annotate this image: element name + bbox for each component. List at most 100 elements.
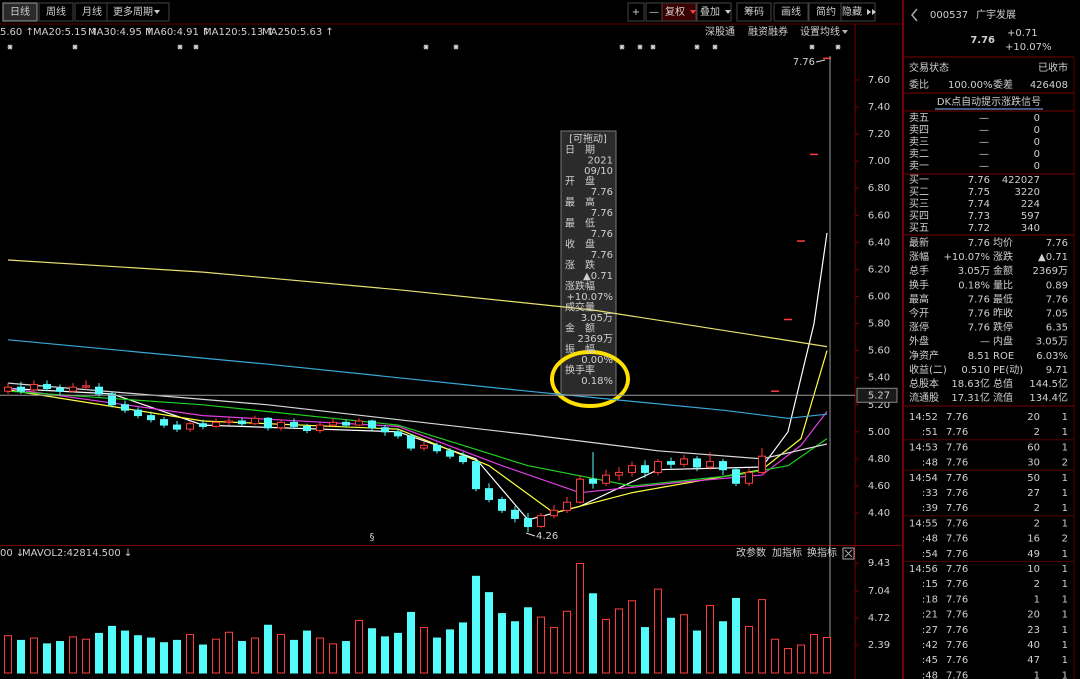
candle-body [355, 420, 363, 426]
volume-bar [368, 628, 376, 674]
period-label[interactable]: 周线 [46, 5, 66, 18]
tool-button[interactable] [661, 2, 697, 22]
status-value: 已收市 [1038, 61, 1068, 74]
trade-count: 1 [1062, 488, 1068, 499]
crosshair-box [856, 387, 898, 403]
tool-button[interactable] [773, 2, 809, 22]
stat-label: 量比 [993, 279, 1013, 291]
tool-label[interactable]: 叠加 [700, 6, 720, 18]
trade-volume: 49 [1027, 549, 1040, 560]
tool-label[interactable]: 隐藏 [842, 6, 862, 18]
period-button[interactable] [2, 2, 38, 22]
stat-label: 昨收 [993, 307, 1013, 320]
tool-label[interactable]: 简约 [816, 5, 836, 18]
ask-volume: 0 [1034, 149, 1040, 160]
close-icon[interactable] [842, 547, 855, 560]
bid-volume: 224 [1021, 199, 1040, 210]
trade-volume: 50 [1027, 473, 1040, 484]
trade-price: 7.76 [946, 518, 968, 529]
period-label[interactable]: 日线 [10, 5, 30, 18]
tooltip-value: +10.07% [566, 292, 613, 303]
volume-bar [628, 600, 636, 674]
ask-volume: 0 [1034, 113, 1040, 124]
tool-button[interactable] [627, 2, 645, 22]
tool-label[interactable]: + [632, 7, 640, 18]
tool-label[interactable]: 复权 [665, 5, 685, 18]
trade-volume: 16 [1027, 534, 1040, 545]
tool-label[interactable]: 画线 [781, 5, 801, 18]
stat-value: 7.76 [968, 323, 990, 334]
stat-value: 7.76 [1046, 294, 1068, 305]
candle-body [732, 469, 740, 484]
candle-body [290, 421, 298, 427]
trade-time: :48 [922, 458, 938, 469]
hide-icon [867, 9, 876, 15]
volume-bar [485, 592, 493, 674]
tooltip-label: 成交量 [565, 301, 595, 314]
period-button[interactable] [106, 2, 170, 22]
candle-body [589, 478, 597, 484]
tooltip-value: 7.76 [591, 208, 613, 219]
stat-value: 7.76 [968, 294, 990, 305]
trade-volume: 2 [1034, 518, 1040, 529]
stat-label: 今开 [909, 307, 929, 320]
period-button[interactable] [38, 2, 74, 22]
stat-value: 18.63亿 [951, 377, 990, 390]
bid-volume: 422027 [1002, 175, 1040, 186]
chart-link[interactable]: 融资融券 [748, 25, 788, 38]
trade-volume: 2 [1034, 579, 1040, 590]
stat-value: 7.76 [968, 238, 990, 249]
back-icon[interactable] [911, 8, 918, 22]
bid-price: 7.72 [968, 223, 990, 234]
volume-link[interactable]: 改参数 [736, 546, 766, 559]
volume-link[interactable]: 换指标 [807, 546, 837, 559]
candle-body [602, 474, 610, 484]
tooltip-label: 开盘 [565, 175, 605, 188]
volume-link[interactable]: 加指标 [772, 546, 802, 559]
bid-label: 买二 [909, 186, 929, 198]
tool-label[interactable]: — [649, 7, 659, 18]
tool-button[interactable] [696, 2, 732, 22]
volume-bar [30, 637, 38, 674]
volume-bar [82, 638, 90, 674]
dropdown-icon [725, 10, 731, 14]
chart-link[interactable]: 深股通 [705, 26, 735, 38]
trade-count: 1 [1062, 518, 1068, 529]
volume-bar [602, 618, 610, 674]
tooltip-title[interactable]: [可拖动] [569, 132, 607, 145]
volume-bar [537, 616, 545, 674]
chart-link[interactable]: 设置均线 [800, 25, 840, 38]
signal-link[interactable]: DK点自动提示涨跌信号 [937, 95, 1041, 108]
trade-volume: 1 [1034, 594, 1040, 605]
event-star [177, 44, 183, 50]
high-arrow [815, 59, 826, 63]
ma-line [7, 259, 828, 348]
volume-bar [459, 622, 467, 674]
volume-bar [407, 611, 415, 674]
volume-bar [563, 610, 571, 674]
tool-label[interactable]: 筹码 [744, 5, 764, 18]
y-tick-label: 5.00 [868, 427, 890, 438]
stat-label: ROE [993, 351, 1014, 362]
event-star [712, 44, 718, 50]
tooltip-label: 最高 [565, 196, 605, 209]
period-label[interactable]: 月线 [82, 5, 102, 18]
candle-body [498, 498, 506, 511]
candle-body [4, 386, 12, 392]
trade-count: 1 [1062, 640, 1068, 651]
bid-volume: 3220 [1015, 187, 1040, 198]
y-tick-label: 7.00 [868, 156, 890, 167]
tool-button[interactable] [736, 2, 772, 22]
tooltip-label: 涨跌 [565, 259, 605, 272]
volume-bar [667, 617, 675, 674]
period-label[interactable]: 更多周期 [113, 5, 153, 18]
ma-legend: MA30:4.95 ↑ [88, 27, 153, 38]
volume-bar [381, 636, 389, 674]
stat-value: 0.18% [958, 280, 990, 291]
candle-body [134, 409, 142, 417]
tooltip-value: 2369万 [578, 334, 613, 345]
volume-bar [420, 627, 428, 674]
stat-label: 均价 [993, 237, 1013, 249]
y-tick-label: 4.40 [868, 508, 890, 519]
